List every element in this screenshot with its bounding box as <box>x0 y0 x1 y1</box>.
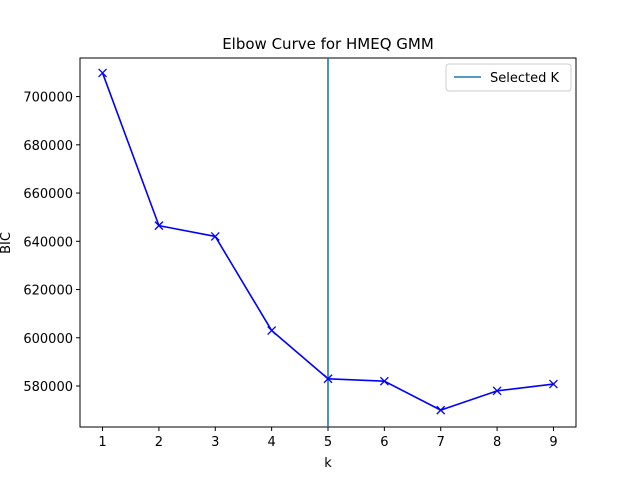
x-tick-label: 8 <box>493 435 501 450</box>
x-tick-label: 7 <box>437 435 445 450</box>
x-tick-label: 4 <box>267 435 275 450</box>
y-tick-label: 620000 <box>23 284 73 299</box>
y-axis: 580000 600000 620000 640000 660000 680000 7000… <box>23 91 80 395</box>
data-point <box>323 374 333 384</box>
legend-label-selected-k: Selected K <box>490 71 559 86</box>
legend-box <box>445 63 572 92</box>
data-point <box>492 386 502 396</box>
x-axis-label: k <box>324 456 332 471</box>
x-tick-label: 2 <box>155 435 163 450</box>
x-tick-label: 5 <box>324 435 332 450</box>
y-tick-label: 660000 <box>23 187 73 202</box>
y-tick-label: 580000 <box>23 380 73 395</box>
legend: Selected K <box>445 63 572 92</box>
x-axis: 1 2 3 4 5 6 7 8 9 <box>98 427 558 450</box>
chart-title: Elbow Curve for HMEQ GMM <box>222 35 434 53</box>
y-tick-label: 600000 <box>23 332 73 347</box>
data-point <box>98 68 108 78</box>
x-tick-label: 1 <box>98 435 106 450</box>
data-point <box>210 232 220 241</box>
series-layer <box>98 58 558 427</box>
y-tick-label: 640000 <box>23 235 73 250</box>
data-point <box>379 376 389 386</box>
x-tick-label: 9 <box>549 435 557 450</box>
y-axis-label: BIC <box>0 232 14 254</box>
data-point <box>154 221 164 231</box>
y-tick-label: 700000 <box>23 91 73 106</box>
y-tick-label: 680000 <box>23 139 73 154</box>
x-tick-label: 6 <box>380 435 388 450</box>
data-point <box>267 326 277 335</box>
x-tick-label: 3 <box>211 435 219 450</box>
data-point <box>548 379 558 389</box>
data-point <box>436 405 446 415</box>
